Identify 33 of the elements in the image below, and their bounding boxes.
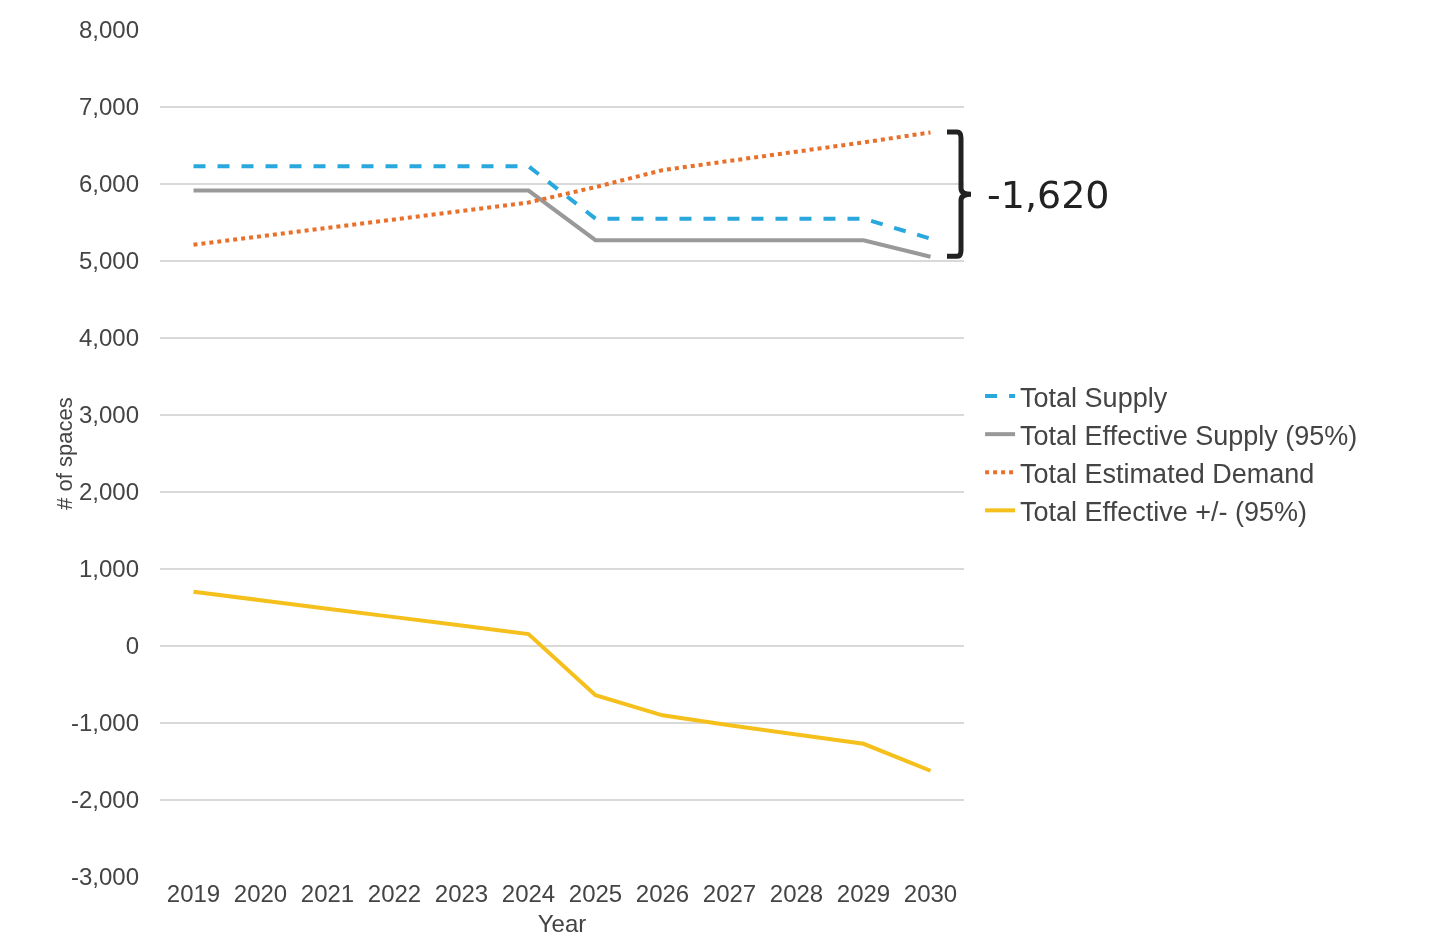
y-tick-label: -1,000 (70, 709, 139, 737)
y-tick-label: 8,000 (78, 16, 139, 44)
x-tick-label: 2020 (233, 880, 288, 907)
y-axis-title: # of spaces (51, 397, 77, 510)
x-tick-label: 2028 (769, 880, 824, 907)
y-tick-label: 4,000 (78, 324, 139, 352)
x-tick-label: 2027 (702, 880, 757, 907)
y-tick-label: 1,000 (78, 555, 139, 583)
x-tick-label: 2023 (434, 880, 489, 907)
legend-label: Total Effective +/- (95%) (1020, 496, 1307, 527)
y-tick-label: 3,000 (78, 401, 139, 429)
line-series (191, 130, 933, 247)
legend-label: Total Estimated Demand (1020, 458, 1315, 489)
text: -1,620 (987, 173, 1110, 217)
legend-label: Total Effective Supply (95%) (1020, 420, 1358, 451)
x-axis-title: Year (537, 910, 587, 937)
x-tick-label: 2019 (166, 880, 221, 907)
y-tick-label: 2,000 (78, 478, 139, 506)
line-series (191, 589, 933, 773)
x-tick-label: 2030 (903, 880, 958, 907)
x-tick-label: 2022 (367, 880, 422, 907)
y-tick-label: -3,000 (70, 863, 139, 891)
x-tick-label: 2025 (568, 880, 623, 907)
legend-label: Total Supply (1020, 382, 1168, 413)
y-tick-label: 5,000 (78, 247, 139, 275)
x-tick-label: 2024 (501, 880, 556, 907)
x-tick-label: 2029 (836, 880, 891, 907)
x-tick-label: 2026 (635, 880, 690, 907)
y-tick-label: 7,000 (78, 93, 139, 121)
y-tick-label: -2,000 (70, 786, 139, 814)
x-tick-label: 2021 (300, 880, 355, 907)
y-tick-label: 0 (125, 632, 139, 660)
y-tick-label: 6,000 (78, 170, 139, 198)
